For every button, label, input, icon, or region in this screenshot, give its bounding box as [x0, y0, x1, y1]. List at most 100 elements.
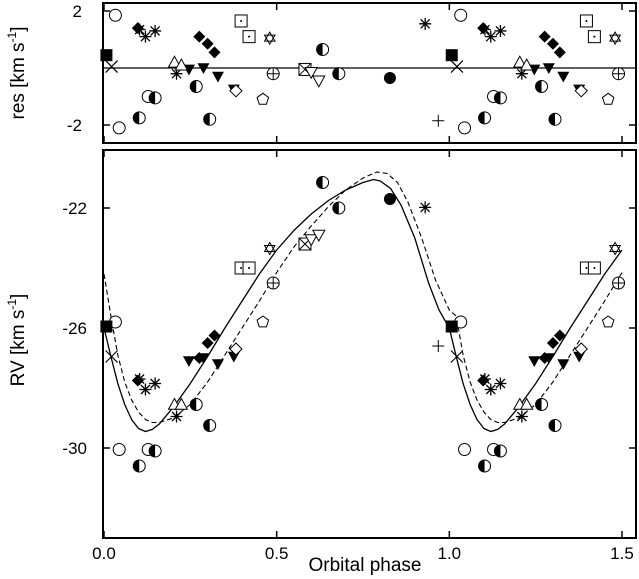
marker-open-triangle-down	[311, 75, 326, 88]
y-tick-label: 2	[73, 2, 82, 21]
rv-ylabel-sup: -1	[5, 299, 19, 310]
marker-open-circle	[112, 121, 126, 135]
marker-asterisk	[133, 373, 146, 385]
residual-axis-ticks: 2 -2	[67, 2, 636, 143]
marker-filled-circle	[383, 71, 396, 84]
marker-plus	[432, 340, 445, 352]
marker-half-circle	[132, 459, 146, 473]
marker-filled-triangle-down	[557, 359, 570, 370]
marker-dotted-square	[234, 14, 248, 28]
marker-filled-triangle-down	[557, 71, 570, 83]
rv-ylabel: RV [km s-1]	[5, 294, 29, 387]
marker-open-pentagon	[601, 315, 615, 328]
marker-open-triangle-down	[304, 66, 319, 80]
marker-asterisk	[484, 383, 497, 396]
marker-open-pentagon	[256, 92, 270, 105]
rv-panel-frame	[102, 149, 637, 539]
marker-asterisk	[478, 373, 491, 385]
residual-ylabel-close: ]	[8, 26, 29, 31]
rv-points	[100, 176, 626, 473]
marker-circle-plus	[266, 67, 280, 81]
marker-asterisk	[478, 23, 491, 36]
marker-x-cross	[105, 350, 119, 363]
marker-filled-diamond	[553, 329, 566, 342]
residual-ylabel-sup: -1	[5, 31, 19, 42]
marker-plus	[432, 114, 445, 127]
marker-open-triangle-down	[304, 234, 319, 247]
marker-x-cross	[450, 350, 464, 363]
marker-filled-square	[100, 49, 113, 62]
marker-half-circle	[203, 419, 217, 432]
marker-filled-diamond	[553, 46, 566, 59]
marker-filled-triangle-down	[182, 356, 195, 367]
marker-filled-diamond	[208, 46, 221, 59]
marker-filled-diamond	[201, 37, 214, 50]
marker-half-circle	[148, 91, 162, 105]
marker-open-circle	[108, 8, 122, 22]
marker-half-circle	[316, 42, 330, 56]
marker-filled-triangle-down	[542, 63, 555, 74]
marker-open-triangle-up	[174, 397, 189, 410]
marker-filled-square	[100, 320, 113, 333]
residual-points	[100, 8, 626, 135]
marker-x-cross	[105, 60, 119, 73]
marker-dotted-square	[242, 30, 256, 44]
marker-half-circle	[548, 419, 562, 432]
marker-asterisk	[484, 30, 497, 43]
marker-dotted-square	[579, 14, 593, 28]
marker-dotted-square	[587, 261, 601, 275]
y-tick-label: -2	[67, 116, 82, 135]
residual-ylabel: res [km s-1]	[5, 26, 29, 119]
model-curve-solid	[103, 178, 623, 433]
marker-open-pentagon	[601, 92, 615, 105]
marker-open-diamond	[574, 84, 588, 98]
marker-filled-square	[445, 49, 458, 62]
marker-open-diamond	[574, 342, 588, 356]
marker-half-circle	[203, 112, 217, 126]
marker-open-circle	[458, 443, 472, 456]
marker-filled-diamond	[208, 329, 221, 342]
marker-filled-triangle-down	[211, 71, 224, 83]
marker-circle-plus	[266, 276, 280, 290]
marker-star-of-david	[609, 241, 622, 256]
rv-model-curves	[103, 171, 623, 433]
marker-filled-triangle-down	[197, 63, 210, 74]
marker-filled-diamond	[546, 37, 559, 50]
marker-filled-triangle-down	[542, 353, 555, 364]
marker-dotted-square	[242, 261, 256, 275]
marker-filled-diamond	[546, 337, 559, 349]
marker-half-circle	[148, 444, 162, 458]
x-tick-label: 0.5	[265, 544, 289, 563]
marker-open-diamond	[229, 342, 243, 356]
marker-circle-plus	[612, 276, 626, 290]
marker-half-circle	[493, 444, 507, 458]
marker-open-diamond	[229, 84, 243, 98]
marker-filled-triangle-down	[197, 353, 210, 364]
marker-asterisk	[139, 383, 152, 396]
rv-ylabel-main: RV [km s	[8, 310, 29, 387]
marker-half-circle	[493, 91, 507, 105]
rv-axis-ticks: -22 -26 -30 0.0 0.5 1.0 1.5	[62, 150, 636, 563]
marker-open-pentagon	[256, 315, 270, 328]
marker-asterisk	[149, 24, 162, 37]
marker-filled-triangle-down	[528, 356, 541, 367]
model-curve-dashed	[103, 171, 623, 424]
marker-half-circle	[535, 80, 549, 94]
marker-asterisk	[170, 67, 183, 80]
marker-open-triangle-down	[311, 229, 326, 243]
marker-star-of-david	[609, 31, 622, 46]
x-axis-label: Orbital phase	[308, 555, 421, 576]
marker-half-circle	[535, 398, 549, 411]
rv-ylabel-close: ]	[8, 294, 29, 299]
residual-ylabel-main: res [km s	[8, 42, 29, 119]
x-tick-label: 1.0	[438, 544, 462, 563]
y-tick-label: -30	[62, 439, 87, 458]
marker-filled-diamond	[538, 30, 551, 43]
marker-filled-triangle-down	[211, 359, 224, 370]
marker-asterisk	[149, 377, 162, 390]
marker-open-circle	[112, 443, 126, 456]
marker-star-of-david	[263, 31, 276, 46]
marker-open-circle	[458, 121, 472, 135]
marker-circle-plus	[612, 67, 626, 81]
